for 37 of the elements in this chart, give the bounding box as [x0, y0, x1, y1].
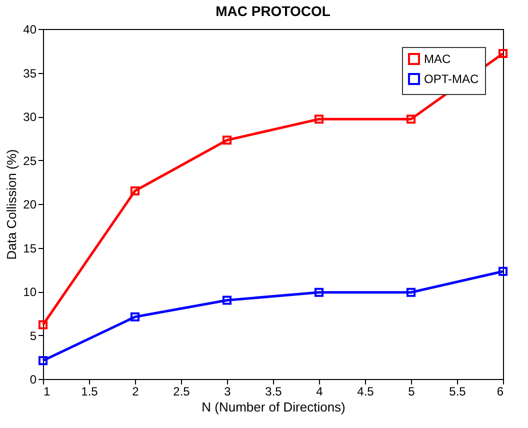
point	[38, 320, 48, 330]
point	[406, 288, 416, 297]
y-tick-label: 30	[23, 110, 37, 124]
point	[498, 48, 508, 58]
x-tick-label: 3	[224, 384, 232, 398]
point	[314, 114, 324, 124]
x-tick-label: 1.5	[81, 384, 98, 398]
chart-title: MAC PROTOCOL	[216, 3, 331, 19]
y-tick-label: 15	[23, 241, 37, 256]
x-tick-label: 4.5	[357, 384, 374, 398]
x-tick-label: 5	[408, 384, 416, 398]
x-tick-label: 4	[316, 384, 324, 398]
y-tick-label: 10	[23, 285, 37, 299]
y-tick-label: 25	[23, 154, 37, 168]
point	[38, 356, 48, 366]
y-tick-label: 40	[23, 22, 37, 36]
x-tick-label: 2	[132, 384, 140, 398]
x-tick-label: 3.5	[265, 384, 282, 398]
y-tick-label: 5	[30, 328, 37, 343]
point	[498, 266, 508, 276]
y-tick-label: 35	[23, 66, 37, 80]
point	[314, 288, 324, 297]
y-tick-label: 20	[23, 198, 37, 212]
point	[406, 114, 416, 124]
point	[130, 312, 140, 322]
legend-label: OPT-MAC	[424, 72, 479, 86]
x-tick-label: 5.5	[449, 384, 466, 398]
x-tick-label: 1	[44, 384, 50, 398]
x-tick-label: 6	[496, 384, 504, 398]
y-axis-title: Data Collission (%)	[4, 149, 20, 260]
y-tick-label: 0	[30, 372, 37, 386]
legend-label: MAC	[424, 52, 451, 66]
point	[222, 296, 232, 305]
x-axis-title: N (Number of Directions)	[202, 400, 346, 414]
x-tick-label: 2.5	[173, 384, 190, 398]
point	[130, 186, 140, 196]
point	[222, 136, 232, 145]
